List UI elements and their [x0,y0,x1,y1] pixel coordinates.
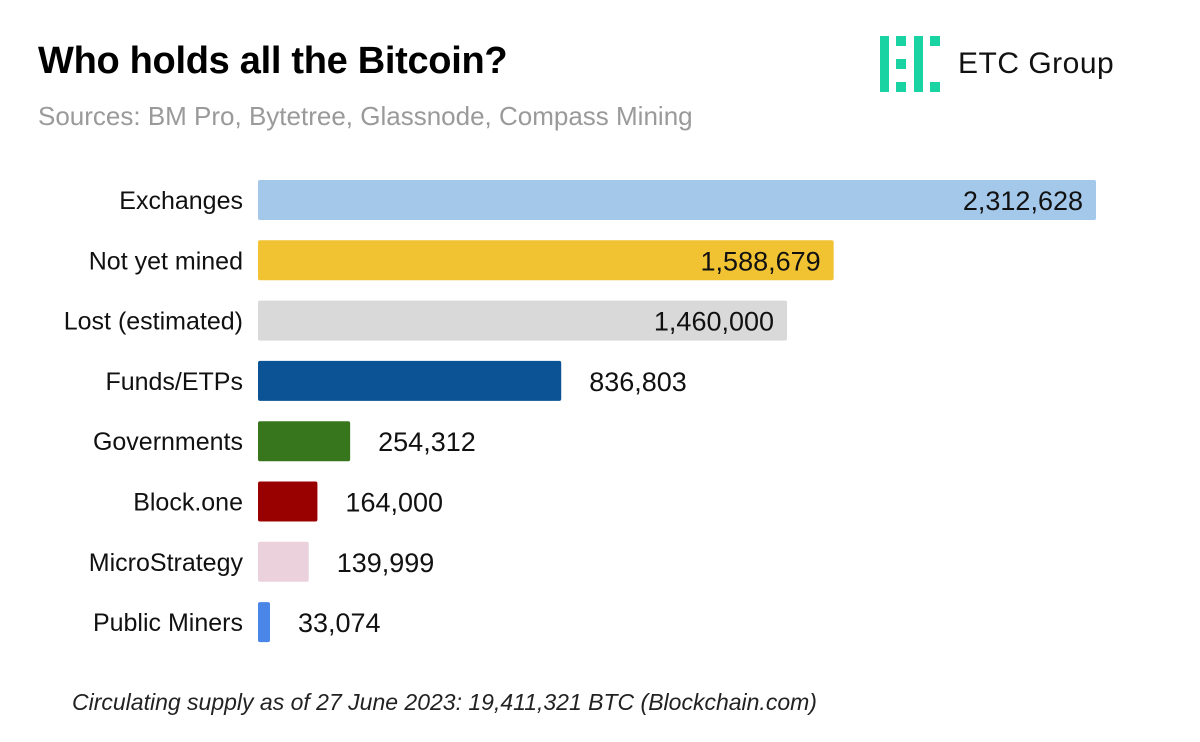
category-label-microstrategy: MicroStrategy [89,549,244,577]
category-label-funds-etps: Funds/ETPs [105,368,243,396]
brand-name: ETC Group [958,47,1115,80]
value-label-exchanges: 2,312,628 [963,186,1083,216]
brand-logo: ETC Group [880,36,1114,92]
chart-subtitle: Sources: BM Pro, Bytetree, Glassnode, Co… [38,101,693,131]
category-label-exchanges: Exchanges [119,187,243,215]
bar-exchanges [258,180,1096,220]
bar-public-miners [258,602,270,643]
value-label-governments: 254,312 [378,427,476,457]
bar-governments [258,421,351,462]
bar-lost-estimated [258,300,788,341]
category-label-lost-estimated: Lost (estimated) [64,308,243,336]
category-label-block-one: Block.one [133,489,243,517]
bar-block-one [258,481,318,522]
etc-group-logo-icon [880,36,940,92]
value-label-lost-estimated: 1,460,000 [654,307,774,337]
category-label-not-yet-mined: Not yet mined [89,247,243,275]
category-label-governments: Governments [93,428,243,456]
value-label-public-miners: 33,074 [298,608,381,638]
value-label-funds-etps: 836,803 [589,367,687,397]
bar-not-yet-mined [258,240,834,281]
footnote: Circulating supply as of 27 June 2023: 1… [72,689,817,715]
value-label-block-one: 164,000 [345,488,443,518]
bar-funds-etps [258,360,562,401]
bar-microstrategy [258,541,309,582]
value-label-microstrategy: 139,999 [337,548,435,578]
chart-title: Who holds all the Bitcoin? [38,40,508,82]
value-label-not-yet-mined: 1,588,679 [701,246,821,276]
category-label-public-miners: Public Miners [93,609,243,637]
